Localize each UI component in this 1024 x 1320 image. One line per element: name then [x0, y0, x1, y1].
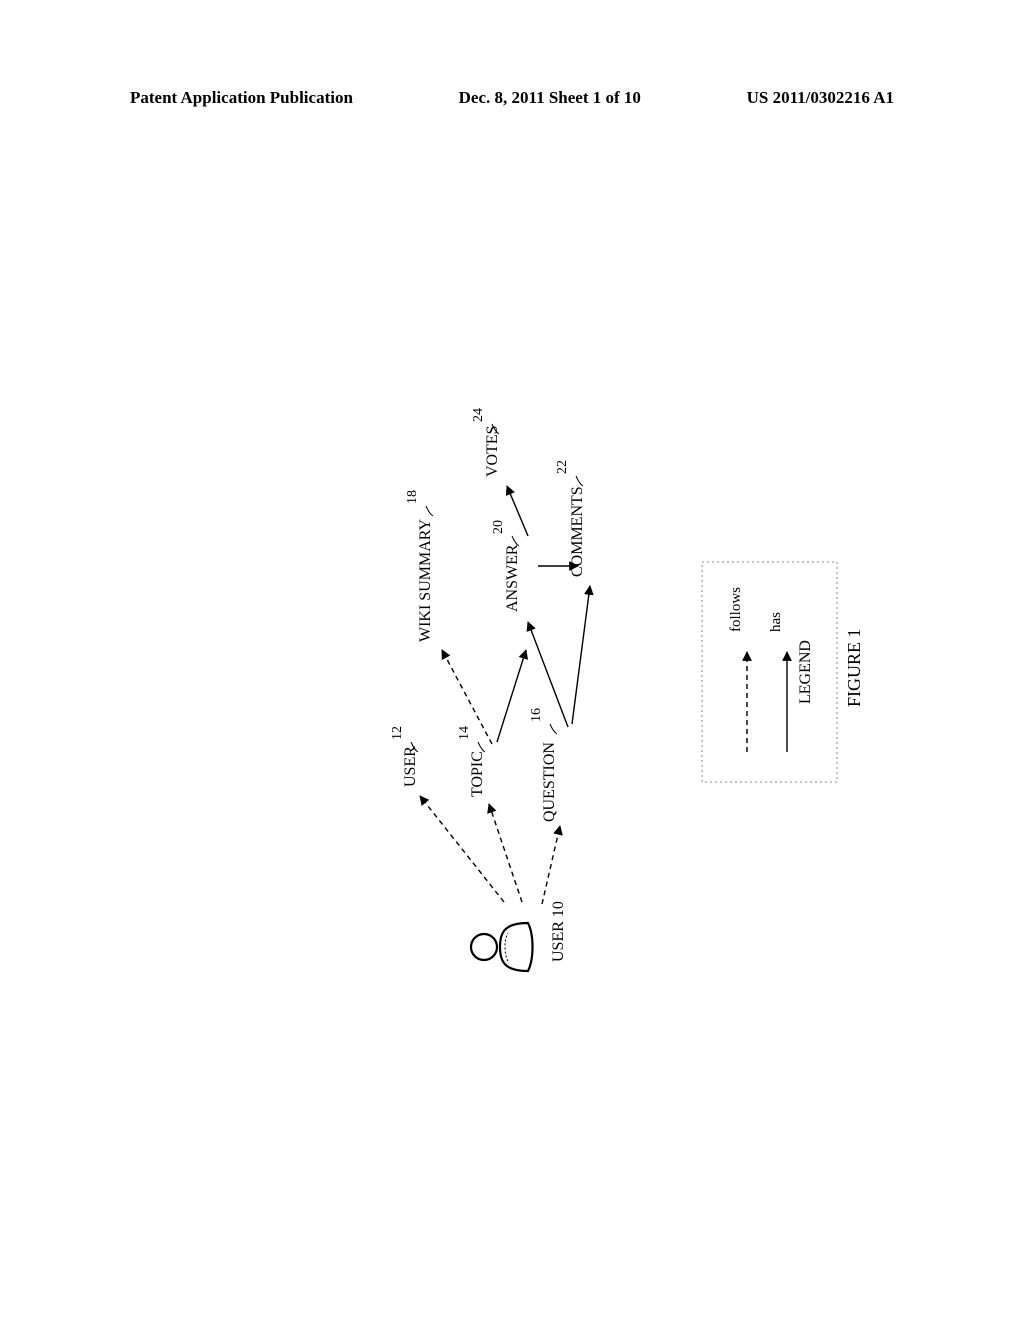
ref-leader	[550, 724, 557, 734]
ref-18: 18	[405, 490, 420, 504]
ref-leader	[478, 742, 485, 752]
ref-24: 24	[471, 408, 486, 422]
edge-has	[572, 586, 590, 724]
ref-16: 16	[529, 708, 544, 722]
edge-has	[507, 486, 528, 536]
edge-has	[497, 650, 526, 742]
edge-follows	[542, 826, 560, 904]
node-user: USER	[402, 746, 419, 787]
legend-has-label: has	[768, 612, 784, 632]
user-icon-label: USER 10	[550, 901, 567, 962]
ref-20: 20	[491, 520, 506, 534]
figure-diagram: USER 10 USER TOPIC QUESTION WIKI SUMMARY ANSW…	[0, 0, 1024, 1320]
ref-12: 12	[390, 726, 405, 740]
legend-title: LEGEND	[797, 640, 814, 704]
node-answer: ANSWER	[504, 544, 521, 612]
node-comments: COMMENTS	[569, 486, 586, 577]
ref-leader	[426, 506, 433, 516]
node-topic: TOPIC	[469, 751, 486, 797]
ref-22: 22	[555, 460, 570, 474]
user-icon	[471, 923, 533, 971]
edge-follows	[489, 804, 522, 902]
node-wiki-summary: WIKI SUMMARY	[417, 518, 434, 642]
ref-14: 14	[457, 726, 472, 740]
edge-follows	[420, 796, 504, 902]
legend-follows-label: follows	[728, 587, 744, 632]
node-question: QUESTION	[541, 742, 558, 822]
ref-leader	[576, 476, 583, 486]
legend-box	[702, 562, 837, 782]
figure-caption: FIGURE 1	[844, 628, 864, 707]
